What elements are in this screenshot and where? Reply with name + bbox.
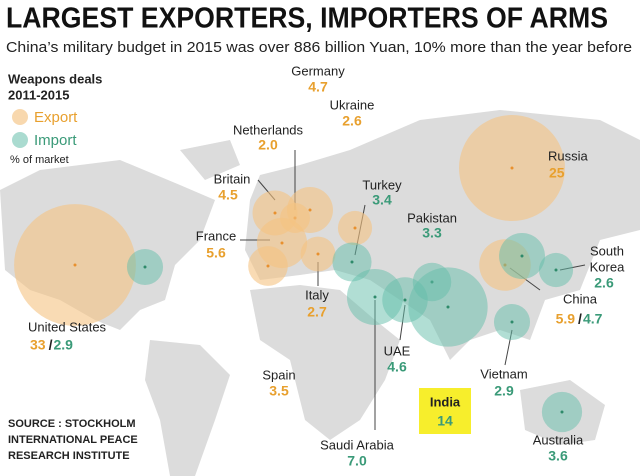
import-value: 2.6 (594, 275, 614, 291)
legend-label: Export (34, 109, 78, 126)
legend-swatch (12, 109, 28, 125)
export-value: 4.5 (218, 187, 238, 203)
bubble-center (316, 252, 320, 256)
export-value: 5.9 (556, 311, 576, 327)
export-value: 25 (549, 165, 565, 181)
separator: / (578, 311, 582, 327)
country-name: Netherlands (233, 122, 304, 137)
import-value: 2.9 (494, 383, 514, 399)
legend-label: Import (34, 132, 77, 149)
country-name: Saudi Arabia (320, 437, 394, 452)
export-value: 33 (30, 337, 46, 353)
country-name: Vietnam (480, 366, 527, 381)
separator: / (49, 337, 53, 353)
india-highlight (419, 388, 471, 434)
import-value: 7.0 (347, 453, 367, 469)
bubble-center (403, 298, 407, 302)
import-value: 14 (437, 413, 453, 429)
country-name: UAE (384, 343, 411, 358)
country-name: Britain (214, 171, 251, 186)
greenland (180, 140, 240, 180)
country-name: Australia (533, 432, 584, 447)
legend-swatch (12, 132, 28, 148)
bubble-center (73, 263, 77, 267)
export-value: 5.6 (206, 245, 226, 261)
source: INTERNATIONAL PEACE (8, 434, 138, 446)
bubble-center (446, 305, 450, 309)
country-name: Ukraine (330, 97, 375, 112)
country-name: United States (28, 319, 107, 334)
bubble-center (510, 320, 514, 324)
country-name: Italy (305, 287, 329, 302)
import-value: 3.4 (372, 192, 392, 208)
bubble-center (266, 264, 270, 268)
bubble-center (373, 295, 377, 299)
legend-title: Weapons deals (8, 71, 102, 86)
title: LARGEST EXPORTERS, IMPORTERS OF ARMS (6, 3, 608, 35)
subtitle: China’s military budget in 2015 was over… (6, 39, 632, 56)
import-value: 2.9 (53, 337, 73, 353)
source: SOURCE : STOCKHOLM (8, 418, 136, 430)
import-value: 3.3 (422, 225, 442, 241)
export-value: 2.0 (258, 137, 278, 153)
bubble-center (510, 166, 514, 170)
export-value: 3.5 (269, 383, 289, 399)
country-name: India (430, 394, 461, 409)
africa (250, 285, 400, 440)
bubble-center (143, 265, 147, 269)
bubble-center (560, 410, 564, 414)
source: RESEARCH INSTITUTE (8, 450, 130, 462)
country-name: Turkey (362, 177, 402, 192)
country-name: China (563, 291, 598, 306)
country-name: Korea (590, 259, 625, 274)
country-name: France (196, 228, 236, 243)
bubble-center (554, 268, 558, 272)
country-name: Pakistan (407, 210, 457, 225)
export-value: 2.6 (342, 113, 362, 129)
export-value: 2.7 (307, 304, 327, 320)
bubbles (14, 115, 583, 433)
country-name: Germany (291, 63, 345, 78)
legend-note: % of market (10, 154, 69, 166)
bubble-center (308, 208, 312, 212)
import-value: 3.6 (548, 448, 568, 464)
country-name: South (590, 243, 624, 258)
country-name: Spain (262, 367, 295, 382)
import-value: 4.6 (387, 359, 407, 375)
bubble-center (273, 211, 277, 215)
labels: United States33/2.9Britain4.5Netherlands… (28, 63, 625, 468)
legend-title: 2011-2015 (8, 87, 69, 102)
country-name: Russia (548, 148, 589, 163)
import-value: 4.7 (583, 311, 603, 327)
bubble-center (353, 226, 357, 230)
south-america (145, 340, 230, 476)
bubble-center (350, 260, 354, 264)
bubble-center (520, 254, 524, 258)
bubble-center (280, 241, 284, 245)
export-value: 4.7 (308, 79, 328, 95)
